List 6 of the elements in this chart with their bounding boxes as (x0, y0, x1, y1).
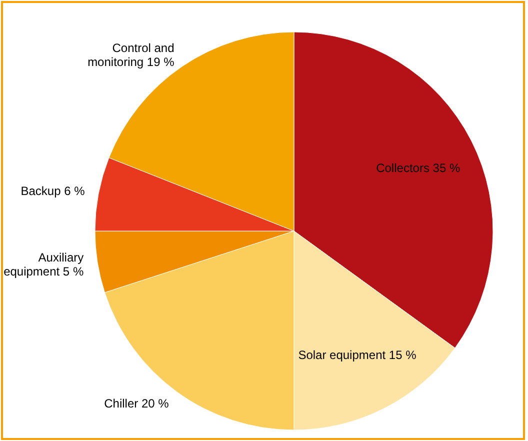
slice-label: Auxiliary equipment 5 % (4, 250, 84, 278)
slice-label: Backup 6 % (20, 184, 86, 198)
slice-label: Control and monitoring 19 % (88, 40, 175, 69)
slice-label: Solar equipment 15 % (298, 348, 417, 362)
slice-label: Collectors 35 % (376, 160, 460, 175)
slice-label: Chiller 20 % (104, 396, 170, 410)
